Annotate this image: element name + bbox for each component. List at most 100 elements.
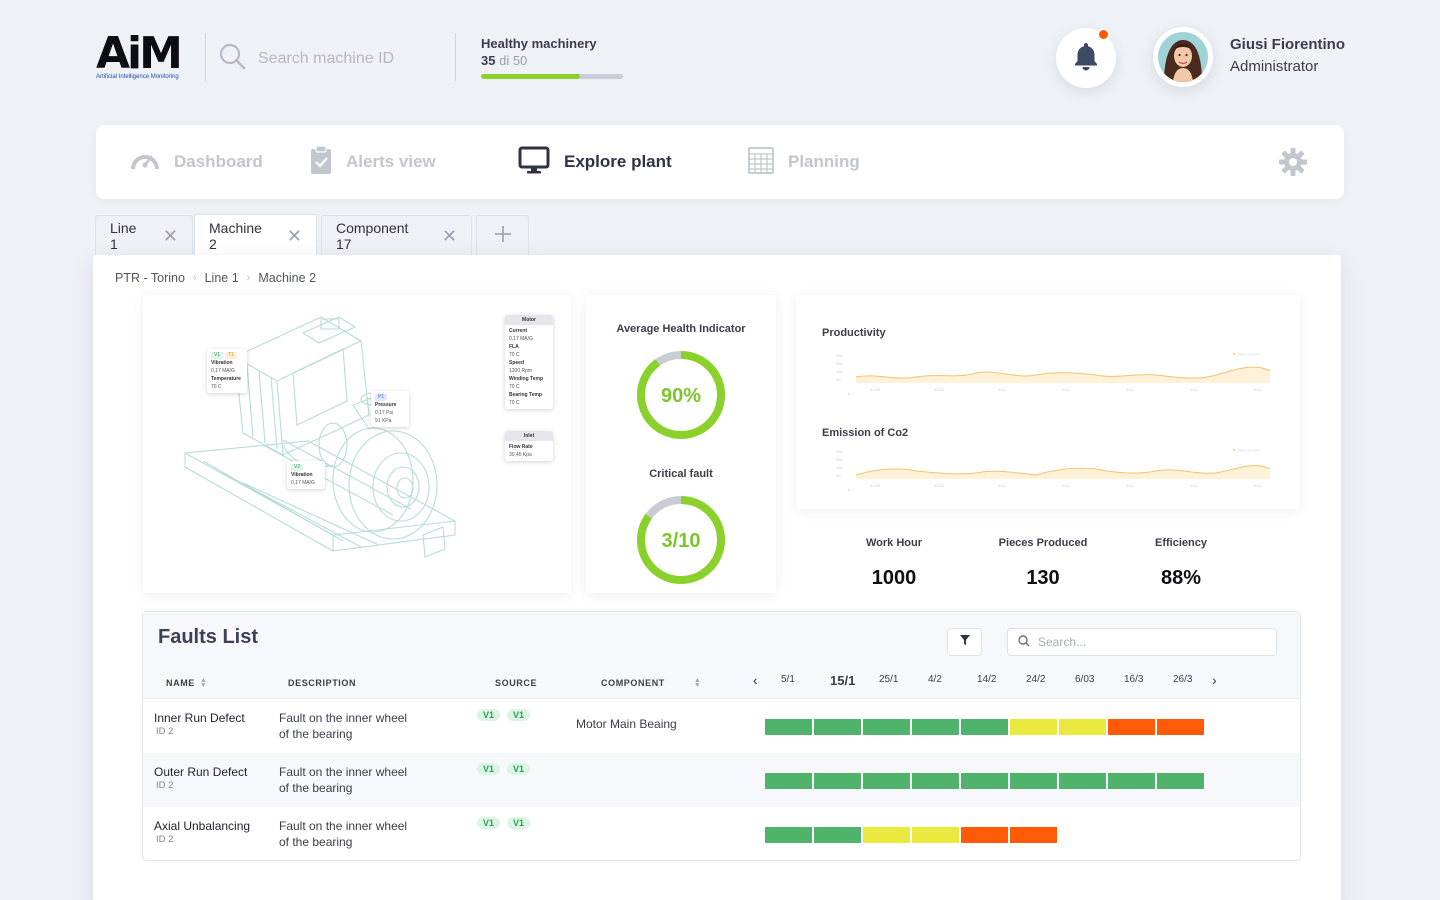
timeline-cell-ok[interactable] — [765, 827, 812, 843]
table-row[interactable]: Axial Unbalancing ID 2 Fault on the inner … — [143, 807, 1300, 861]
timeline-cell-ok[interactable] — [1157, 773, 1204, 789]
nav-explore-plant[interactable]: Explore plant — [518, 125, 672, 199]
logo-subtitle: Artificial Intelligence Monitoring — [96, 74, 179, 80]
source-badge: V1 — [477, 763, 501, 775]
sort-icon: ▲ ▼ — [693, 677, 702, 689]
timeline-date[interactable]: 14/2 — [977, 674, 997, 685]
gear-icon — [1278, 148, 1308, 181]
pressure-sensor-p1-card[interactable]: P1 Pressure 0,17 Psi 91 KPa — [371, 391, 409, 427]
timeline-cell-ok[interactable] — [1059, 773, 1106, 789]
timeline-cell-ok[interactable] — [863, 719, 910, 735]
close-icon[interactable]: ✕ — [286, 225, 302, 246]
inlet-sensor-card[interactable]: Inlet Flow Rate 30,45 Kpa — [505, 431, 553, 461]
vibration-sensor-v1-card[interactable]: V1 T1 Vibration 0,17 MA/G Temperature 70 … — [207, 349, 247, 393]
critical-fault-gauge: 3/10 — [637, 496, 725, 584]
timeline-date[interactable]: 5/1 — [781, 674, 795, 685]
filter-button[interactable] — [947, 628, 982, 656]
timeline-cell-crit[interactable] — [1157, 719, 1204, 735]
notifications-button[interactable] — [1056, 28, 1116, 88]
search-icon — [218, 42, 246, 75]
timeline-date[interactable]: 6/03 — [1075, 674, 1095, 685]
sensor-value: 70 C — [509, 384, 520, 390]
header-divider — [455, 33, 456, 81]
tab-line-1[interactable]: Line 1 ✕ — [95, 215, 193, 255]
timeline-cell-ok[interactable] — [814, 827, 861, 843]
machine-illustration[interactable] — [143, 295, 571, 593]
breadcrumb-item[interactable]: Line 1 — [204, 271, 239, 285]
timeline-cell-crit[interactable] — [1010, 827, 1057, 843]
motor-sensor-card[interactable]: Motor Current 0,17 MA/G FLA 70 C Speed 1… — [505, 315, 553, 409]
nav-alerts-view[interactable]: Alerts view — [310, 125, 436, 199]
timeline-cell-ok[interactable] — [863, 773, 910, 789]
table-row[interactable]: Inner Run Defect ID 2 Fault on the inner w… — [143, 699, 1300, 753]
timeline-cell-ok[interactable] — [961, 719, 1008, 735]
close-icon[interactable]: ✕ — [162, 225, 178, 246]
nav-planning[interactable]: Planning — [748, 125, 860, 199]
timeline-cell-ok[interactable] — [765, 773, 812, 789]
fault-id: ID 2 — [156, 780, 174, 791]
kpi-value: 88% — [1160, 567, 1202, 589]
machine-detail-card: PTR - Torino › Line 1 › Machine 2 — [93, 255, 1341, 900]
timeline-date[interactable]: 24/2 — [1026, 674, 1046, 685]
timeline-date[interactable]: 15/1 — [830, 673, 856, 688]
breadcrumb-item[interactable]: PTR - Torino — [115, 271, 185, 285]
critical-fault-value: 3/10 — [662, 530, 701, 552]
chevron-left-icon[interactable]: ‹ — [753, 672, 758, 688]
timeline-cell-ok[interactable] — [765, 719, 812, 735]
svg-text:1/21: 1/21 — [998, 388, 1006, 392]
svg-text:5/21: 5/21 — [1254, 484, 1262, 488]
add-tab-button[interactable] — [476, 215, 529, 255]
nav-planning-label: Planning — [788, 152, 860, 171]
bell-icon — [1073, 41, 1099, 76]
app-logo[interactable]: AiM Artificial Intelligence Monitoring — [96, 32, 183, 82]
health-progress-bar — [481, 74, 623, 79]
tab-machine-2[interactable]: Machine 2 ✕ — [194, 214, 317, 256]
svg-text:200: 200 — [836, 458, 843, 462]
timeline-cell-ok[interactable] — [912, 773, 959, 789]
timeline-cell-crit[interactable] — [961, 827, 1008, 843]
timeline-date[interactable]: 25/1 — [879, 674, 899, 685]
source-badge: V1 — [507, 763, 531, 775]
timeline-cell-ok[interactable] — [1010, 773, 1057, 789]
timeline-date[interactable]: 4/2 — [928, 674, 942, 685]
timeline-cell-ok[interactable] — [961, 773, 1008, 789]
sensor-tag: T1 — [225, 352, 237, 359]
tab-component-17[interactable]: Component 17 ✕ — [321, 215, 472, 255]
table-row[interactable]: Outer Run Defect ID 2 Fault on the inner w… — [143, 753, 1300, 807]
avatar[interactable] — [1153, 27, 1213, 87]
main-navigation: Dashboard Alerts view Explore plant Plan… — [96, 125, 1344, 199]
svg-text:0: 0 — [848, 392, 850, 396]
tab-label: Line 1 — [110, 219, 137, 252]
column-header-component[interactable]: COMPONENT ▲ ▼ — [601, 677, 702, 689]
health-progress-fill — [481, 74, 581, 79]
search-input[interactable]: Search machine ID — [258, 49, 395, 67]
timeline-date[interactable]: 26/3 — [1173, 674, 1193, 685]
sensor-value: 70 C — [509, 400, 520, 406]
column-header-name[interactable]: NAME ▲ ▼ — [166, 677, 207, 689]
close-icon[interactable]: ✕ — [441, 225, 457, 246]
column-header-source: SOURCE — [495, 678, 537, 688]
fault-name: Axial Unbalancing — [154, 819, 251, 833]
timeline-cell-ok[interactable] — [814, 773, 861, 789]
settings-button[interactable] — [1278, 147, 1308, 182]
timeline-cell-warn[interactable] — [863, 827, 910, 843]
timeline-cell-warn[interactable] — [912, 827, 959, 843]
faults-search-input[interactable]: Search... — [1007, 628, 1277, 656]
user-info[interactable]: Giusi Fiorentino Administrator — [1230, 36, 1345, 75]
timeline-date[interactable]: 16/3 — [1124, 674, 1144, 685]
vibration-sensor-v2-card[interactable]: V2 Vibration 0,17 MA/G — [287, 461, 325, 489]
timeline-cell-ok[interactable] — [814, 719, 861, 735]
chevron-right-icon: › — [192, 272, 197, 284]
chevron-right-icon[interactable]: › — [1212, 672, 1217, 688]
breadcrumb-item[interactable]: Machine 2 — [258, 271, 317, 285]
fault-name: Inner Run Defect — [154, 711, 245, 725]
timeline-cell-warn[interactable] — [1059, 719, 1106, 735]
timeline-cell-crit[interactable] — [1108, 719, 1155, 735]
search-icon — [1018, 634, 1030, 650]
fault-description: Fault on the inner wheel of the bearing — [279, 819, 408, 849]
nav-dashboard[interactable]: Dashboard — [130, 125, 263, 199]
timeline-cell-warn[interactable] — [1010, 719, 1057, 735]
machine-search[interactable]: Search machine ID — [218, 42, 394, 75]
timeline-cell-ok[interactable] — [912, 719, 959, 735]
timeline-cell-ok[interactable] — [1108, 773, 1155, 789]
